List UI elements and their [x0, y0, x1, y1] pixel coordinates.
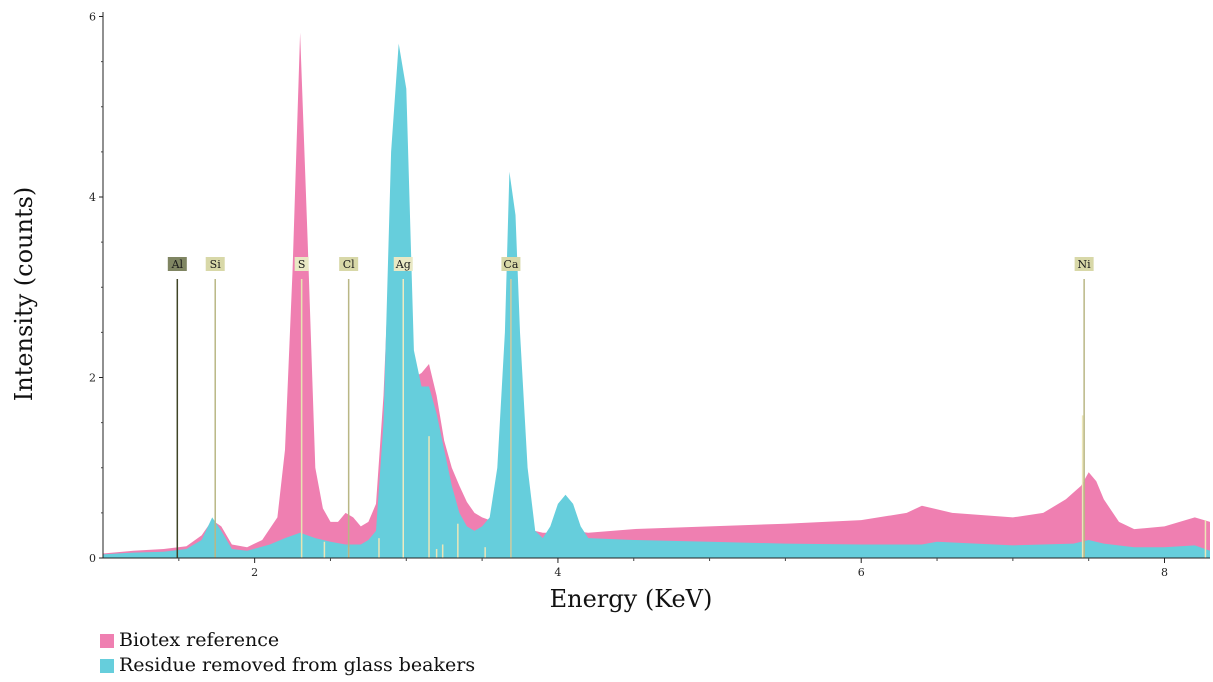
- element-label-box-s: [294, 257, 309, 271]
- y-tick-label: 6: [89, 11, 96, 24]
- y-tick-label: 0: [89, 552, 96, 565]
- series-area-1: [103, 43, 1210, 559]
- y-tick-label: 2: [89, 372, 96, 385]
- element-label-cl: Cl: [343, 258, 355, 271]
- legend-item-biotex: Biotex reference: [100, 628, 475, 653]
- series-areas: [103, 32, 1210, 559]
- element-label-s: S: [298, 258, 306, 271]
- legend-swatch-residue: [100, 658, 114, 673]
- element-label-ni: Ni: [1078, 258, 1092, 271]
- element-label-si: Si: [210, 258, 222, 271]
- element-label-ag: Ag: [395, 258, 411, 271]
- x-tick-label: 6: [858, 566, 865, 579]
- y-tick-label: 4: [89, 191, 96, 204]
- series-area-0: [103, 32, 1210, 559]
- element-label-box-ni: [1074, 257, 1094, 271]
- element-label-al: Al: [171, 258, 184, 271]
- legend: Biotex reference Residue removed from gl…: [100, 628, 475, 678]
- legend-swatch-biotex: [100, 633, 114, 648]
- element-lines: Al Si S Cl Ag Ca Ni: [167, 257, 1207, 558]
- tick-marks: 2 4 6 8 0 2 4 6: [89, 11, 1168, 579]
- element-label-box-cl: [339, 257, 359, 271]
- spectrum-chart: Al Si S Cl Ag Ca Ni 2 4 6 8 0 2 4 6 Energy (KeV) Inte…: [10, 11, 1210, 613]
- element-label-box-si: [205, 257, 225, 271]
- legend-label-biotex: Biotex reference: [119, 629, 280, 651]
- axes: [102, 12, 1210, 559]
- legend-label-residue: Residue removed from glass beakers: [119, 654, 476, 676]
- x-tick-label: 4: [554, 566, 561, 579]
- element-label-box-al: [167, 257, 187, 271]
- x-tick-label: 2: [251, 566, 258, 579]
- element-label-box-ca: [501, 257, 521, 271]
- element-label-ca: Ca: [503, 258, 518, 271]
- legend-item-residue: Residue removed from glass beakers: [100, 653, 475, 678]
- x-axis-title: Energy (KeV): [550, 585, 713, 613]
- x-tick-label: 8: [1161, 566, 1168, 579]
- element-label-box-ag: [393, 257, 413, 271]
- y-axis-title: Intensity (counts): [10, 187, 38, 402]
